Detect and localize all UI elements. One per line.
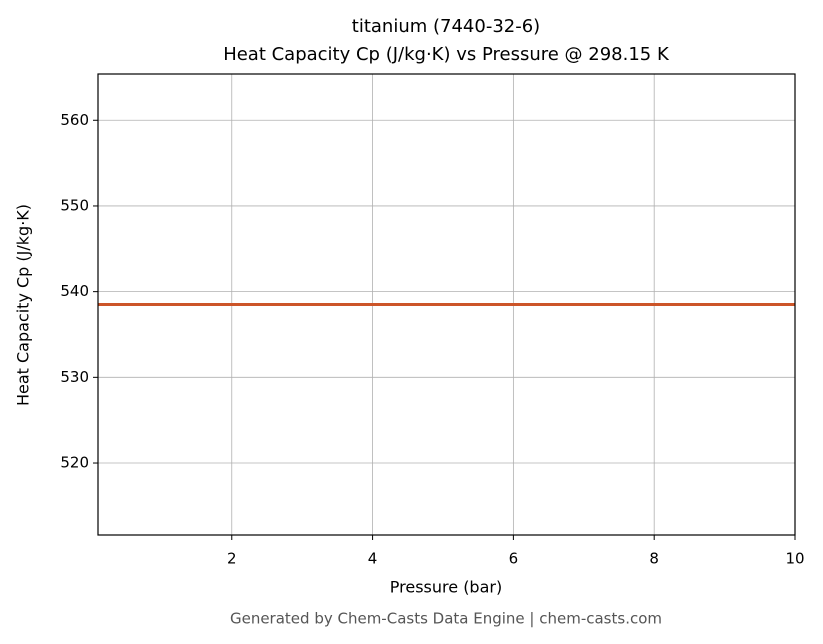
x-tick-label: 4 [368, 550, 378, 568]
footer: Generated by Chem-Casts Data Engine | ch… [230, 610, 662, 628]
x-tick-label: 2 [227, 550, 237, 568]
x-axis-label: Pressure (bar) [390, 578, 502, 597]
y-axis-label: Heat Capacity Cp (J/kg·K) [14, 204, 33, 406]
chart-subtitle: Heat Capacity Cp (J/kg·K) vs Pressure @ … [223, 44, 670, 65]
y-tick-label: 560 [60, 111, 89, 129]
y-tick-label: 530 [60, 368, 89, 386]
y-tick-label: 540 [60, 282, 89, 300]
x-tick-label: 10 [785, 550, 804, 568]
y-tick-label: 520 [60, 454, 89, 472]
chart-title: titanium (7440-32-6) [352, 16, 540, 37]
x-tick-label: 8 [649, 550, 659, 568]
y-tick-label: 550 [60, 196, 89, 214]
plot-frame [97, 73, 796, 536]
x-tick-label: 6 [509, 550, 519, 568]
